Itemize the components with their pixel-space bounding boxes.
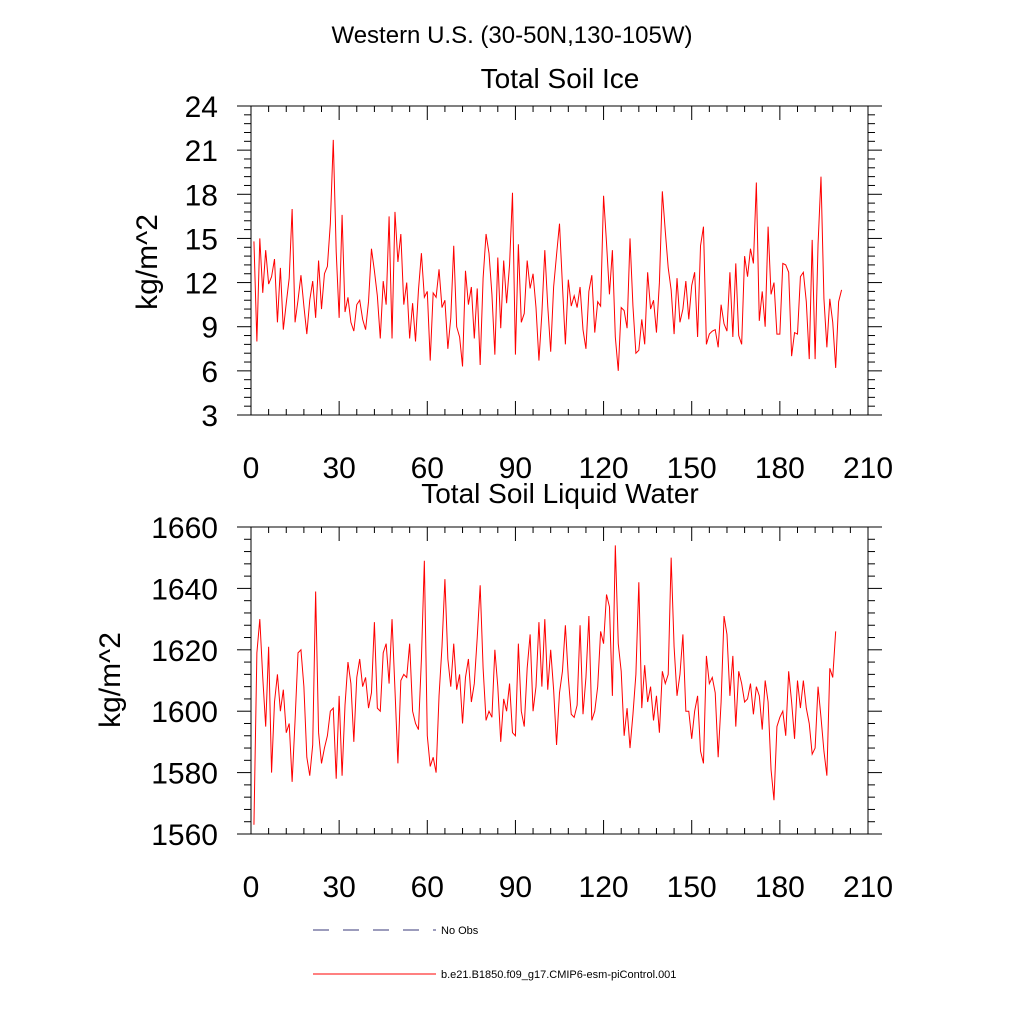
- soil-liquid-xtick-label: 30: [322, 871, 355, 904]
- soil-ice-ytick-label: 9: [201, 312, 218, 345]
- legend-obs-label: No Obs: [441, 925, 479, 937]
- soil-ice-ytick-label: 24: [185, 91, 218, 124]
- soil-ice-ytick-label: 12: [185, 268, 218, 301]
- soil-liquid-xtick-label: 150: [667, 871, 717, 904]
- soil-ice-xtick-label: 30: [322, 452, 355, 485]
- panel-soil-ice-plot: 0 30 60 90 120 150 180 210 3 6 9 12 15 18 21 24: [185, 91, 893, 485]
- panel-soil-liquid-title: Total Soil Liquid Water: [421, 478, 699, 509]
- soil-ice-xtick-label: 120: [579, 452, 629, 485]
- soil-liquid-xtick-label: 60: [411, 871, 444, 904]
- soil-liquid-ytick-label: 1580: [151, 758, 218, 791]
- panel-soil-ice: Total Soil Ice 0 30 60 90 120 150 180 210 3 6 9 12 1…: [131, 63, 893, 485]
- soil-liquid-series-line: [253, 545, 837, 825]
- figure-suptitle: Western U.S. (30-50N,130-105W): [331, 22, 692, 49]
- soil-ice-ytick-label: 15: [185, 223, 218, 256]
- soil-ice-xtick-label: 60: [411, 452, 444, 485]
- soil-ice-frame: [250, 105, 869, 416]
- panel-soil-liquid-plot: 0 30 60 90 120 150 180 210 1560 1580 1600 1620 1640 1…: [151, 512, 893, 904]
- soil-ice-ytick-label: 18: [185, 179, 218, 212]
- legend: No Obs b.e21.B1850.f09_g17.CMIP6-esm-piC…: [313, 925, 676, 981]
- soil-liquid-xtick-label: 210: [843, 871, 893, 904]
- panel-soil-liquid: Total Soil Liquid Water 0 30 60 90 120 150 180…: [94, 478, 893, 904]
- panel-soil-liquid-ylabel: kg/m^2: [94, 632, 127, 728]
- soil-liquid-xtick-label: 120: [579, 871, 629, 904]
- soil-liquid-ytick-label: 1600: [151, 696, 218, 729]
- soil-liquid-ytick-label: 1620: [151, 635, 218, 668]
- soil-liquid-ytick-label: 1660: [151, 512, 218, 545]
- soil-ice-xtick-label: 180: [755, 452, 805, 485]
- soil-liquid-ytick-label: 1560: [151, 819, 218, 852]
- soil-ice-xtick-label: 0: [243, 452, 260, 485]
- soil-ice-series-line: [253, 139, 843, 371]
- soil-ice-ytick-label: 3: [201, 400, 218, 433]
- soil-ice-ytick-label: 21: [185, 135, 218, 168]
- soil-liquid-ytick-label: 1640: [151, 573, 218, 606]
- legend-model-label: b.e21.B1850.f09_g17.CMIP6-esm-piControl.…: [441, 969, 676, 981]
- panel-soil-ice-ylabel: kg/m^2: [131, 214, 164, 310]
- soil-ice-ytick-label: 6: [201, 356, 218, 389]
- soil-liquid-xtick-label: 0: [243, 871, 260, 904]
- panel-soil-ice-title: Total Soil Ice: [481, 63, 640, 94]
- soil-ice-xtick-label: 90: [499, 452, 532, 485]
- soil-liquid-xtick-label: 180: [755, 871, 805, 904]
- soil-ice-xtick-label: 210: [843, 452, 893, 485]
- soil-liquid-frame: [250, 526, 869, 835]
- soil-ice-xtick-label: 150: [667, 452, 717, 485]
- soil-liquid-xtick-label: 90: [499, 871, 532, 904]
